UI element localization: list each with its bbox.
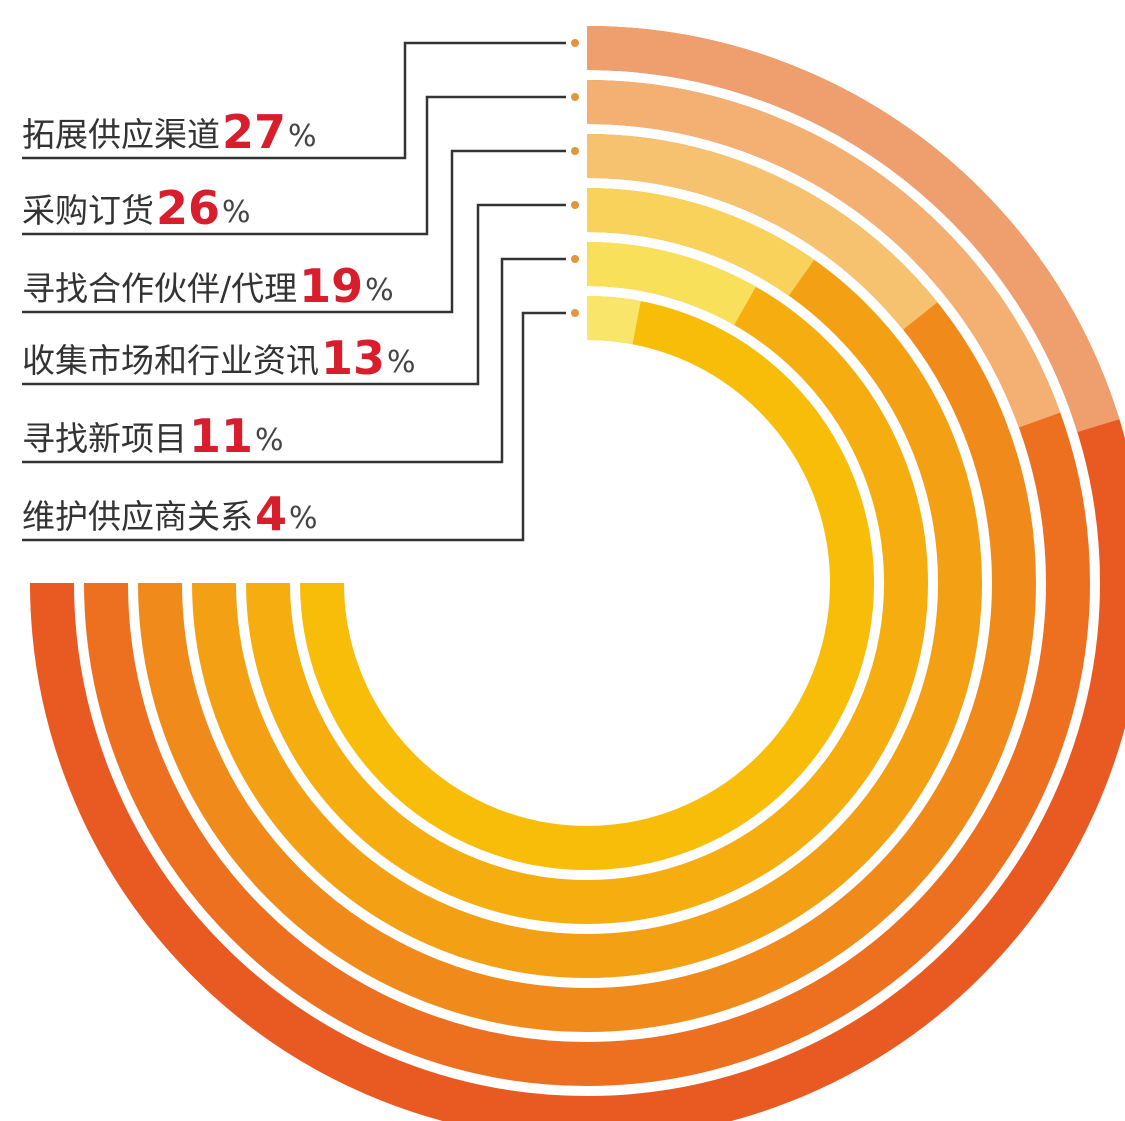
label-5: 寻找新项目 — [22, 419, 187, 458]
label-1: 拓展供应渠道 — [22, 115, 220, 154]
leader-line-3 — [22, 149, 566, 314]
label-2: 采购订货 — [22, 191, 154, 230]
label-4: 收集市场和行业资讯 — [22, 341, 319, 380]
percent-sign-6: % — [289, 501, 318, 536]
leader-dot-5 — [571, 255, 579, 263]
value-label-6: 4 — [255, 487, 287, 541]
percent-sign-1: % — [288, 119, 317, 154]
label-3: 寻找合作伙伴/代理 — [22, 269, 297, 308]
leader-dot-2 — [571, 93, 579, 101]
ring-6 — [300, 296, 874, 870]
ring-highlight-4 — [586, 188, 815, 296]
value-label-3: 19 — [299, 259, 363, 313]
value-label-1: 27 — [222, 105, 286, 159]
leader-line-1 — [22, 41, 566, 160]
value-label-2: 26 — [156, 181, 220, 235]
ring-highlight-3 — [586, 134, 938, 330]
leader-dot-1 — [571, 39, 579, 47]
leader-line-6 — [22, 311, 566, 542]
percent-sign-2: % — [222, 195, 251, 230]
percent-sign-4: % — [387, 345, 416, 380]
ring-5 — [246, 242, 928, 924]
ring-highlight-6 — [586, 296, 641, 345]
percent-sign-5: % — [255, 423, 284, 458]
leader-dot-3 — [571, 147, 579, 155]
percent-sign-3: % — [365, 273, 394, 308]
value-label-5: 11 — [189, 409, 253, 463]
value-label-4: 13 — [321, 331, 385, 385]
ring-highlight-5 — [586, 242, 756, 326]
leader-line-4 — [22, 203, 566, 386]
leader-dot-6 — [571, 309, 579, 317]
label-6: 维护供应商关系 — [22, 497, 253, 536]
leader-line-2 — [22, 95, 566, 236]
ring-highlight-1 — [586, 26, 1120, 433]
ring-highlight-2 — [586, 80, 1061, 428]
ring-4 — [192, 188, 982, 978]
leader-line-5 — [22, 257, 566, 464]
leader-dot-4 — [571, 201, 579, 209]
